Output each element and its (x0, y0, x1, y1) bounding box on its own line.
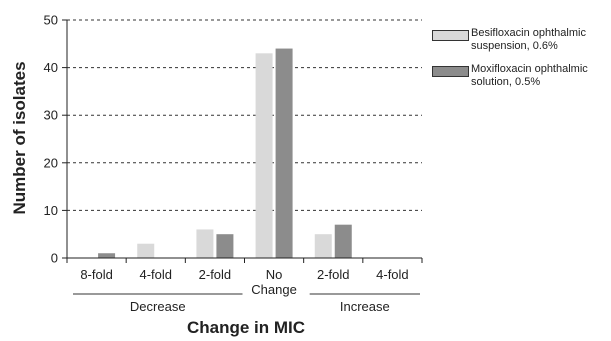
x-tick-label: 2-fold (317, 267, 350, 282)
legend-swatch (432, 30, 469, 41)
x-tick-label: 2-fold (199, 267, 232, 282)
group-label: Increase (340, 299, 390, 314)
y-tick-label: 10 (44, 203, 58, 218)
y-tick-label: 50 (44, 13, 58, 28)
y-tick-label: 40 (44, 60, 58, 75)
y-axis-label: Number of isolates (10, 61, 29, 214)
legend-item-moxifloxacin: Moxifloxacin ophthalmic solution, 0.5% (430, 63, 611, 102)
bar (275, 48, 293, 259)
legend-swatch (432, 66, 469, 77)
x-tick-label: 4-fold (376, 267, 409, 282)
bar (98, 253, 116, 258)
x-axis-label: Change in MIC (187, 318, 305, 337)
x-tick-label: 8-fold (80, 267, 113, 282)
bar (314, 234, 332, 258)
legend-label: Besifloxacin ophthalmic suspension, 0.6% (471, 27, 586, 52)
y-tick-label: 30 (44, 108, 58, 123)
x-tick-label: No Change (251, 267, 297, 297)
bar (334, 224, 352, 258)
bar (255, 53, 273, 258)
bars (98, 48, 352, 259)
y-tick-label: 20 (44, 155, 58, 170)
legend-label: Moxifloxacin ophthalmic solution, 0.5% (471, 63, 588, 88)
gridlines (67, 19, 422, 211)
legend-item-besifloxacin: Besifloxacin ophthalmic suspension, 0.6% (430, 27, 611, 66)
x-tick-label: 4-fold (139, 267, 172, 282)
y-tick-label: 0 (51, 251, 58, 266)
group-label: Decrease (130, 299, 186, 314)
bar (137, 243, 155, 258)
axes: 0 10 20 30 40 50 8-fold 4-fold 2-fold No Change 2-f… (44, 13, 423, 314)
legend: Besifloxacin ophthalmic suspension, 0.6%… (430, 27, 611, 102)
bar (196, 229, 214, 258)
bar (216, 234, 234, 258)
